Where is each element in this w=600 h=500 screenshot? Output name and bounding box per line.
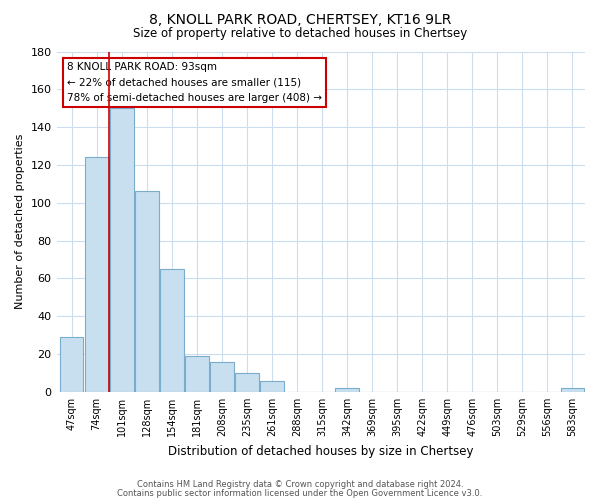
Text: 8, KNOLL PARK ROAD, CHERTSEY, KT16 9LR: 8, KNOLL PARK ROAD, CHERTSEY, KT16 9LR bbox=[149, 12, 451, 26]
Bar bbox=[210, 362, 234, 392]
Bar bbox=[560, 388, 584, 392]
X-axis label: Distribution of detached houses by size in Chertsey: Distribution of detached houses by size … bbox=[168, 444, 473, 458]
Bar bbox=[235, 373, 259, 392]
Bar bbox=[135, 192, 158, 392]
Bar bbox=[185, 356, 209, 392]
Bar bbox=[59, 337, 83, 392]
Bar bbox=[85, 158, 109, 392]
Text: Contains HM Land Registry data © Crown copyright and database right 2024.: Contains HM Land Registry data © Crown c… bbox=[137, 480, 463, 489]
Bar bbox=[110, 108, 134, 392]
Bar bbox=[260, 380, 284, 392]
Text: Contains public sector information licensed under the Open Government Licence v3: Contains public sector information licen… bbox=[118, 490, 482, 498]
Text: Size of property relative to detached houses in Chertsey: Size of property relative to detached ho… bbox=[133, 28, 467, 40]
Bar bbox=[160, 269, 184, 392]
Bar bbox=[335, 388, 359, 392]
Text: 8 KNOLL PARK ROAD: 93sqm
← 22% of detached houses are smaller (115)
78% of semi-: 8 KNOLL PARK ROAD: 93sqm ← 22% of detach… bbox=[67, 62, 322, 103]
Y-axis label: Number of detached properties: Number of detached properties bbox=[15, 134, 25, 310]
